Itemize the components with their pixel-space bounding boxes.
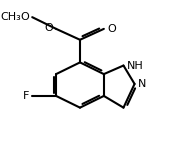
Text: CH₃: CH₃ xyxy=(0,12,21,22)
Text: O: O xyxy=(44,23,53,33)
Text: N: N xyxy=(138,79,147,89)
Text: NH: NH xyxy=(127,61,144,71)
Text: O: O xyxy=(20,12,29,22)
Text: F: F xyxy=(23,91,29,101)
Text: O: O xyxy=(107,24,116,34)
